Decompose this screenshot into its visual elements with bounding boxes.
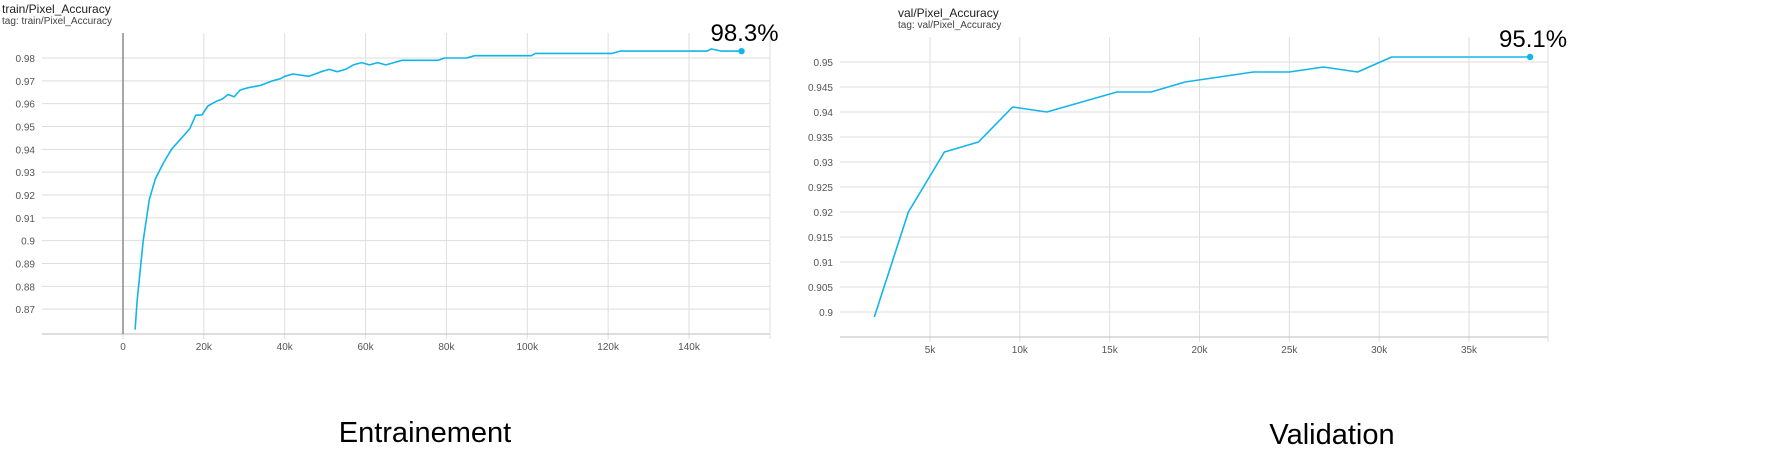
x-tick-label: 30k: [1371, 345, 1388, 356]
x-tick-label: 0: [120, 342, 126, 353]
y-tick-label: 0.91: [814, 258, 834, 269]
last-value-label: 95.1%: [1499, 26, 1567, 53]
train-chart-title: train/Pixel_Accuracy: [2, 2, 111, 16]
y-tick-label: 0.94: [16, 145, 36, 156]
last-value-label: 98.3%: [710, 20, 778, 47]
val-panel: val/Pixel_Accuracy tag: val/Pixel_Accura…: [808, 0, 1782, 462]
x-tick-label: 10k: [1012, 345, 1029, 356]
val-chart-tag: tag: val/Pixel_Accuracy: [898, 20, 1002, 31]
y-tick-label: 0.925: [808, 183, 833, 194]
y-tick-label: 0.98: [16, 54, 36, 65]
train-panel: train/Pixel_Accuracy tag: train/Pixel_Ac…: [0, 0, 890, 462]
train-chart-tag: tag: train/Pixel_Accuracy: [2, 16, 113, 27]
val-chart-title: val/Pixel_Accuracy: [898, 6, 999, 20]
x-tick-label: 80k: [438, 342, 455, 353]
series-line: [134, 48, 742, 330]
y-tick-label: 0.95: [16, 123, 36, 134]
x-tick-label: 100k: [516, 342, 539, 353]
x-tick-label: 60k: [358, 342, 375, 353]
x-tick-label: 20k: [1191, 345, 1208, 356]
train-chart: 0.87 0.88 0.89 0.9 0.91 0.92 0.93 0.94 0.95 0.96 0…: [16, 20, 779, 353]
y-tick-label: 0.915: [808, 233, 833, 244]
train-caption: Entrainement: [338, 417, 512, 449]
y-tick-label: 0.905: [808, 283, 833, 294]
y-tick-label: 0.89: [16, 260, 36, 271]
x-tick-label: 35k: [1461, 345, 1478, 356]
y-tick-label: 0.9: [21, 237, 35, 248]
val-caption: Validation: [1269, 419, 1395, 451]
y-tick-label: 0.93: [16, 168, 36, 179]
x-tick-label: 25k: [1281, 345, 1298, 356]
y-tick-label: 0.88: [16, 282, 36, 293]
y-tick-label: 0.92: [16, 191, 36, 202]
series-line: [873, 56, 1531, 318]
x-tick-label: 5k: [925, 345, 937, 356]
y-tick-label: 0.91: [16, 214, 36, 225]
x-tick-label: 20k: [196, 342, 213, 353]
x-tick-label: 40k: [277, 342, 294, 353]
y-tick-label: 0.945: [808, 83, 833, 94]
y-tick-label: 0.94: [814, 108, 834, 119]
x-tick-label: 15k: [1102, 345, 1119, 356]
y-tick-label: 0.95: [814, 58, 834, 69]
y-tick-label: 0.96: [16, 100, 36, 111]
y-tick-label: 0.935: [808, 133, 833, 144]
y-tick-label: 0.87: [16, 305, 36, 316]
x-tick-label: 120k: [597, 342, 620, 353]
last-point-marker: [1526, 53, 1534, 61]
last-point-marker: [738, 47, 745, 55]
y-tick-label: 0.97: [16, 77, 36, 88]
x-tick-label: 140k: [678, 342, 701, 353]
y-tick-label: 0.92: [814, 208, 834, 219]
y-tick-label: 0.9: [819, 308, 833, 319]
y-tick-label: 0.93: [814, 158, 834, 169]
val-chart: 0.9 0.905 0.91 0.915 0.92 0.925 0.93 0.935 0.94 0…: [808, 26, 1567, 356]
